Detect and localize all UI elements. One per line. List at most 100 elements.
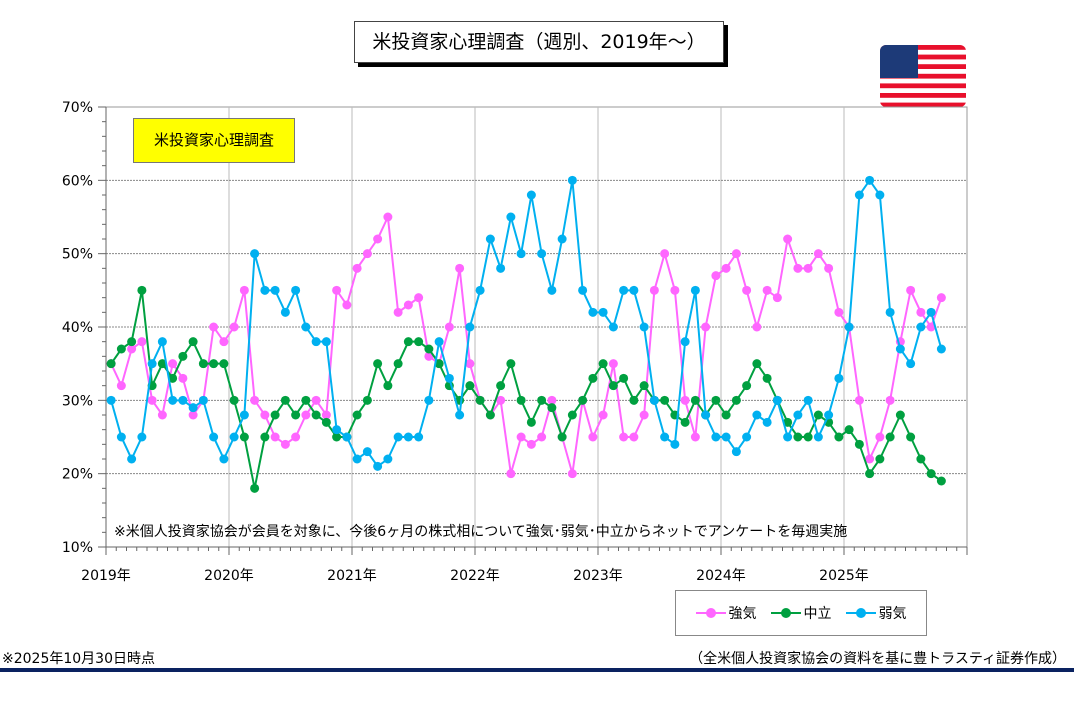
data-point-bear bbox=[455, 410, 465, 420]
data-point-bear bbox=[444, 373, 454, 383]
data-point-neutral bbox=[783, 417, 793, 427]
x-tick-label: 2020年 bbox=[204, 568, 254, 584]
data-point-neutral bbox=[260, 432, 270, 442]
data-point-neutral bbox=[895, 410, 905, 420]
data-point-bear bbox=[157, 337, 167, 347]
data-point-bear bbox=[649, 395, 659, 405]
legend-label-neutral: 中立 bbox=[803, 606, 832, 622]
data-point-neutral bbox=[567, 410, 577, 420]
data-point-bull bbox=[742, 285, 752, 295]
data-point-neutral bbox=[383, 381, 393, 391]
data-point-bear bbox=[496, 263, 506, 273]
data-point-neutral bbox=[373, 359, 383, 369]
data-point-bear bbox=[168, 395, 178, 405]
data-point-bull bbox=[762, 285, 772, 295]
data-point-neutral bbox=[137, 285, 147, 295]
data-point-bear bbox=[670, 439, 680, 449]
data-point-bull bbox=[127, 344, 137, 354]
data-point-bull bbox=[936, 293, 946, 303]
data-point-bull bbox=[752, 322, 762, 332]
data-point-bull bbox=[824, 263, 834, 273]
data-point-bull bbox=[188, 410, 198, 420]
data-point-bull bbox=[291, 432, 301, 442]
data-point-bull bbox=[793, 263, 803, 273]
data-point-bull bbox=[885, 395, 895, 405]
data-point-neutral bbox=[403, 337, 413, 347]
data-point-bear bbox=[516, 249, 526, 259]
data-point-bear bbox=[291, 285, 301, 295]
data-point-neutral bbox=[680, 417, 690, 427]
chart-title: 米投資家心理調査（週別、2019年～） bbox=[354, 21, 724, 63]
data-point-bear bbox=[485, 234, 495, 244]
y-tick-label: 50% bbox=[62, 247, 93, 263]
data-point-bear bbox=[434, 337, 444, 347]
data-point-bear bbox=[403, 432, 413, 442]
data-point-bull bbox=[906, 285, 916, 295]
data-point-neutral bbox=[660, 395, 670, 405]
data-point-bear bbox=[147, 359, 157, 369]
data-point-bull bbox=[690, 432, 700, 442]
data-point-neutral bbox=[885, 432, 895, 442]
data-point-neutral bbox=[936, 476, 946, 486]
data-point-bear bbox=[885, 307, 895, 317]
data-point-bear bbox=[619, 285, 629, 295]
data-point-bull bbox=[721, 263, 731, 273]
data-point-bull bbox=[711, 271, 721, 281]
data-point-bull bbox=[342, 300, 352, 310]
series-line-neutral bbox=[110, 290, 942, 489]
data-point-bull bbox=[783, 234, 793, 244]
us-flag-icon bbox=[880, 45, 966, 111]
data-point-bull bbox=[670, 285, 680, 295]
data-point-bull bbox=[352, 263, 362, 273]
data-point-bear bbox=[280, 307, 290, 317]
data-point-bull bbox=[701, 322, 711, 332]
data-point-bear bbox=[106, 395, 116, 405]
data-point-bear bbox=[690, 285, 700, 295]
data-point-bear bbox=[557, 234, 567, 244]
x-tick-label: 2019年 bbox=[81, 568, 131, 584]
data-point-neutral bbox=[598, 359, 608, 369]
data-point-bull bbox=[270, 432, 280, 442]
data-point-neutral bbox=[219, 359, 229, 369]
data-point-neutral bbox=[588, 373, 598, 383]
data-point-neutral bbox=[178, 351, 188, 361]
data-point-bull bbox=[731, 249, 741, 259]
data-point-neutral bbox=[578, 395, 588, 405]
data-point-bull bbox=[209, 322, 219, 332]
data-point-neutral bbox=[526, 417, 536, 427]
data-point-bull bbox=[865, 454, 875, 464]
data-point-bull bbox=[813, 249, 823, 259]
data-point-bear bbox=[793, 410, 803, 420]
data-point-neutral bbox=[619, 373, 629, 383]
data-point-bull bbox=[116, 381, 126, 391]
data-point-bull bbox=[660, 249, 670, 259]
data-point-neutral bbox=[557, 432, 567, 442]
data-point-neutral bbox=[229, 395, 239, 405]
data-point-neutral bbox=[188, 337, 198, 347]
data-point-bull bbox=[465, 359, 475, 369]
data-point-neutral bbox=[301, 395, 311, 405]
data-point-bull bbox=[834, 307, 844, 317]
y-tick-label: 10% bbox=[62, 540, 93, 556]
data-point-bear bbox=[127, 454, 137, 464]
data-point-bull bbox=[414, 293, 424, 303]
data-point-bear bbox=[844, 322, 854, 332]
data-point-neutral bbox=[762, 373, 772, 383]
data-point-neutral bbox=[865, 469, 875, 479]
data-point-neutral bbox=[434, 359, 444, 369]
data-point-bear bbox=[137, 432, 147, 442]
data-point-bull bbox=[516, 432, 526, 442]
series-line-bear bbox=[110, 178, 943, 468]
legend-marker-bear bbox=[845, 608, 876, 618]
data-point-bear bbox=[783, 432, 793, 442]
data-point-neutral bbox=[393, 359, 403, 369]
data-point-bull bbox=[373, 234, 383, 244]
data-point-bear bbox=[629, 285, 639, 295]
data-point-bull bbox=[629, 432, 639, 442]
data-point-bull bbox=[147, 395, 157, 405]
data-point-neutral bbox=[280, 395, 290, 405]
data-point-neutral bbox=[742, 381, 752, 391]
data-point-bull bbox=[854, 395, 864, 405]
data-point-bear bbox=[588, 307, 598, 317]
